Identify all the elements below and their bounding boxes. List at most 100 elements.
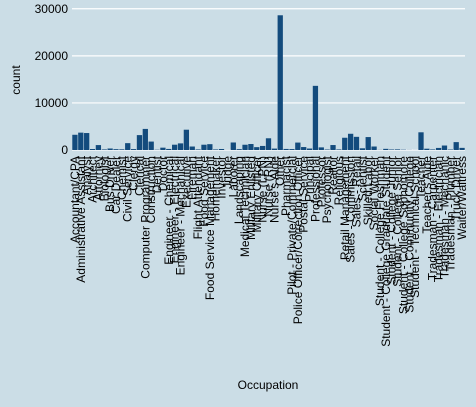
bar xyxy=(107,148,113,150)
x-tick-label: Engineer - Electrical xyxy=(168,156,182,263)
bar xyxy=(301,147,307,150)
bar xyxy=(78,132,84,150)
bar xyxy=(136,135,143,150)
bar xyxy=(142,128,148,150)
bar xyxy=(312,85,319,150)
bar xyxy=(201,144,207,150)
bar xyxy=(265,138,272,150)
x-tick-label: Tradesman - Electrician xyxy=(432,156,446,282)
bar xyxy=(183,129,190,150)
x-tick-label: Nurse's Aide xyxy=(267,156,281,223)
x-tick-label: Homemaker xyxy=(209,156,223,221)
x-tick-label: Sales - Retail xyxy=(349,156,363,227)
bar xyxy=(353,136,360,150)
x-tick-label: Student - College Sophomore xyxy=(396,156,410,314)
bar xyxy=(441,145,448,150)
bar xyxy=(424,148,430,150)
bar xyxy=(295,142,301,150)
x-tick-label: Professional xyxy=(308,156,322,222)
bar xyxy=(207,144,213,150)
bar xyxy=(195,149,201,150)
x-tick-label: Construction xyxy=(144,156,158,223)
x-tick-label: Scientist xyxy=(355,155,369,201)
bar xyxy=(248,144,254,150)
bar xyxy=(259,145,266,150)
x-tick-label: Laborer xyxy=(226,156,240,197)
bar xyxy=(330,145,336,150)
bar xyxy=(218,148,225,150)
bar xyxy=(359,148,365,150)
x-tick-label: Administrative Assistant xyxy=(74,155,88,282)
x-tick-label: Doctor xyxy=(156,156,170,191)
bar xyxy=(160,147,166,150)
bar xyxy=(130,149,137,150)
bar xyxy=(459,147,465,150)
x-tick-label: Postal Service xyxy=(297,156,311,233)
x-tick-label: Accountant/CPA xyxy=(68,156,82,243)
x-tick-label: Fireman xyxy=(185,156,199,200)
x-tick-label: Military Officer xyxy=(250,156,264,232)
x-tick-label: Student - College Graduate Student xyxy=(379,155,393,346)
x-tick-label: Police Officer/Correction Officer xyxy=(291,156,305,324)
bar xyxy=(435,147,442,150)
bar xyxy=(336,149,342,150)
bar xyxy=(365,137,371,150)
bar xyxy=(113,149,119,150)
x-tick-label: Flight Attendant xyxy=(191,155,205,239)
x-tick-label: Biologist xyxy=(97,155,111,201)
bar xyxy=(342,137,348,150)
x-tick-label: Clergy xyxy=(127,156,141,191)
x-tick-label: Pilot - Private/Commercial xyxy=(285,156,299,295)
x-tick-label: Car Dealer xyxy=(109,156,123,214)
bar xyxy=(394,149,401,150)
bar xyxy=(254,147,260,150)
x-tick-label: Principal xyxy=(303,156,317,202)
bar xyxy=(125,143,131,150)
x-tick-label: Pharmacist xyxy=(279,155,293,216)
bar xyxy=(148,141,154,150)
x-axis-label: Occupation xyxy=(238,378,299,392)
x-tick-label: Religious xyxy=(332,156,346,205)
x-tick-label: Professor xyxy=(314,156,328,207)
x-tick-label: Student - College Freshman xyxy=(373,156,387,306)
x-tick-label: Other xyxy=(273,156,287,186)
bar xyxy=(283,148,289,150)
x-tick-label: Social Worker xyxy=(367,156,381,230)
y-tick-label: 20000 xyxy=(35,49,69,63)
x-tick-label: Truck Driver xyxy=(449,156,463,221)
x-tick-label: Clerical xyxy=(132,156,146,196)
x-tick-label: Investor xyxy=(215,156,229,199)
bar xyxy=(277,15,283,150)
y-tick-label: 30000 xyxy=(35,2,69,16)
x-tick-label: Sales - Commission xyxy=(344,156,358,263)
x-tick-label: Engineer - Chemical xyxy=(162,156,176,265)
bar xyxy=(389,149,395,150)
x-tick-label: Skilled Labor xyxy=(361,156,375,225)
x-tick-label: Food Service xyxy=(197,156,211,227)
bar xyxy=(101,149,107,150)
x-tick-label: Computer Programmer xyxy=(138,156,152,279)
x-tick-label: Waiter/Waitress xyxy=(455,156,469,240)
bar xyxy=(213,149,219,150)
x-tick-label: Civil Service xyxy=(121,156,135,222)
bar xyxy=(271,148,278,150)
x-tick-label: Realtor xyxy=(326,156,340,195)
x-tick-label: Chemist xyxy=(115,155,129,200)
bar xyxy=(242,144,248,150)
bar xyxy=(230,142,236,150)
bar xyxy=(166,148,172,150)
x-tick-label: Military Enlisted xyxy=(244,156,258,240)
bar xyxy=(119,149,125,150)
y-tick-label: 0 xyxy=(61,143,68,157)
x-tick-label: Dentist xyxy=(150,155,164,193)
bar xyxy=(453,142,459,150)
x-tick-label: Student - Community College xyxy=(402,156,416,313)
x-tick-label: Tradesman - Mechanic xyxy=(437,156,451,278)
x-tick-label: Student - College Junior xyxy=(385,156,399,285)
x-tick-label: Teacher's Aide xyxy=(420,156,434,234)
bar xyxy=(418,132,424,150)
x-tick-label: Student - Technical School xyxy=(408,156,422,298)
